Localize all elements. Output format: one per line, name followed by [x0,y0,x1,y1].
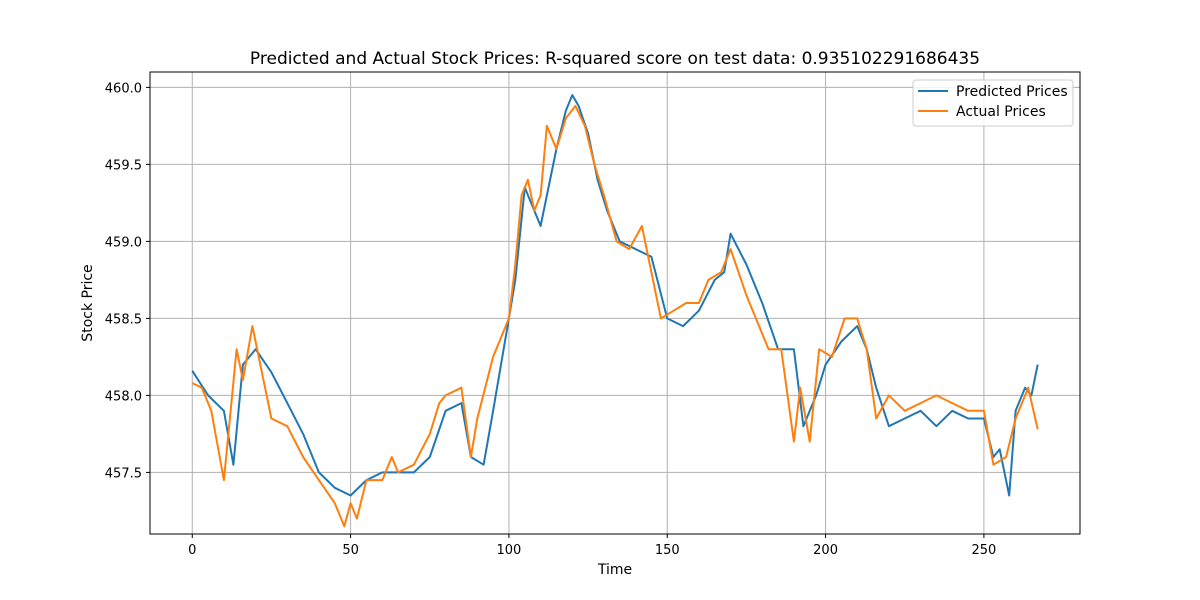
legend-label: Predicted Prices [956,84,1068,100]
x-tick-label: 50 [342,543,359,558]
x-tick-label: 150 [655,543,680,558]
plot-area-frame [149,71,1081,535]
y-axis: 457.5 458.0 458.5 459.0 459.5 460.0 [105,81,150,481]
x-tick-label: 0 [188,543,196,558]
series-layer [191,94,1039,528]
y-tick-label: 460.0 [105,81,142,96]
y-tick-label: 458.0 [105,389,142,404]
legend: Predicted Prices Actual Prices [912,79,1074,127]
y-tick-label: 459.5 [105,158,142,173]
x-tick-label: 250 [971,543,996,558]
legend-label: Actual Prices [956,104,1046,120]
legend-box [912,79,1074,127]
y-tick-label: 458.5 [105,312,142,327]
x-tick-label: 200 [813,543,838,558]
y-tick-label: 457.5 [105,466,142,481]
x-tick-label: 100 [497,543,522,558]
x-axis: 0 50 100 150 200 250 [188,534,996,558]
series-line-actual-prices [191,104,1039,528]
y-tick-label: 459.0 [105,235,142,250]
y-axis-label: Stock Price [80,264,96,341]
x-axis-label: Time [597,562,632,578]
grid [150,72,1080,534]
chart-title: Predicted and Actual Stock Prices: R-squ… [250,49,980,69]
